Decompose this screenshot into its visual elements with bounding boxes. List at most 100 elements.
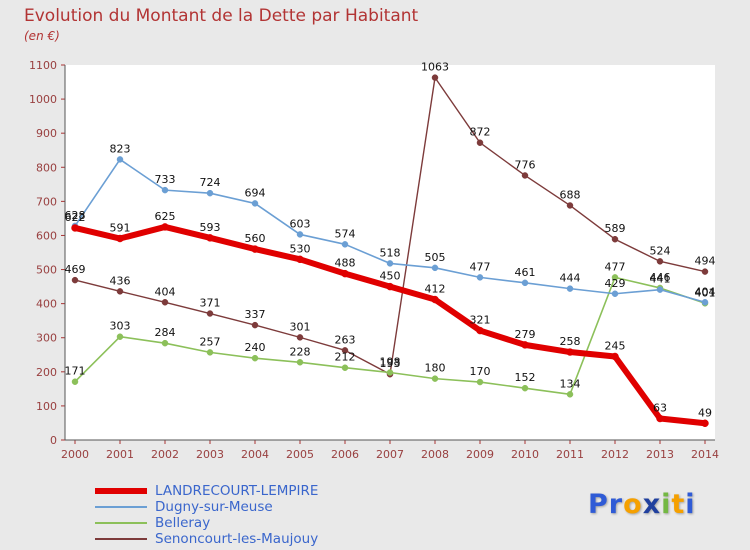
point-label: 872 bbox=[470, 126, 491, 139]
point-label: 49 bbox=[698, 406, 712, 419]
y-axis-label: 1000 bbox=[29, 93, 57, 106]
y-axis-label: 300 bbox=[36, 332, 57, 345]
data-point bbox=[296, 359, 304, 366]
y-axis-label: 700 bbox=[36, 195, 57, 208]
x-axis-label: 2000 bbox=[61, 448, 89, 461]
data-point bbox=[521, 172, 529, 179]
point-label: 240 bbox=[245, 341, 266, 354]
data-point bbox=[431, 375, 439, 382]
y-axis-label: 500 bbox=[36, 264, 57, 277]
point-label: 245 bbox=[605, 339, 626, 352]
data-point bbox=[251, 245, 259, 253]
data-point bbox=[656, 258, 664, 265]
legend-row: LANDRECOURT-LEMPIRE bbox=[95, 483, 318, 499]
point-label: 591 bbox=[110, 222, 131, 235]
y-axis-label: 600 bbox=[36, 229, 57, 242]
point-label: 436 bbox=[110, 274, 131, 287]
point-label: 560 bbox=[245, 232, 266, 245]
point-label: 1063 bbox=[421, 61, 449, 74]
data-point bbox=[341, 364, 349, 371]
point-label: 530 bbox=[290, 242, 311, 255]
point-label: 404 bbox=[695, 285, 716, 298]
data-point bbox=[161, 186, 169, 194]
data-point bbox=[611, 235, 619, 243]
logo-letter: t bbox=[671, 489, 686, 520]
point-label: 450 bbox=[380, 270, 401, 283]
x-axis-label: 2014 bbox=[691, 448, 719, 461]
x-axis-label: 2005 bbox=[286, 448, 314, 461]
data-point bbox=[701, 299, 709, 306]
point-label: 518 bbox=[380, 246, 401, 259]
point-label: 301 bbox=[290, 320, 311, 333]
data-point bbox=[161, 339, 169, 347]
point-label: 171 bbox=[65, 365, 86, 378]
logo-letter: i bbox=[685, 489, 696, 520]
point-label: 279 bbox=[515, 328, 536, 341]
y-axis-label: 400 bbox=[36, 298, 57, 311]
x-axis-label: 2004 bbox=[241, 448, 269, 461]
point-label: 303 bbox=[110, 320, 131, 333]
data-point bbox=[206, 349, 214, 356]
point-label: 593 bbox=[200, 221, 221, 234]
data-point bbox=[71, 276, 79, 284]
legend-swatch bbox=[95, 488, 147, 494]
data-point bbox=[251, 354, 259, 362]
legend: LANDRECOURT-LEMPIRE Dugny-sur-Meuse Bell… bbox=[95, 483, 318, 547]
point-label: 401 bbox=[695, 286, 716, 299]
data-point bbox=[341, 269, 349, 278]
data-point bbox=[206, 234, 214, 242]
data-point bbox=[206, 189, 214, 197]
y-axis-label: 900 bbox=[36, 127, 57, 140]
x-axis-label: 2011 bbox=[556, 448, 584, 461]
y-axis-label: 100 bbox=[36, 400, 57, 413]
data-point bbox=[296, 231, 304, 238]
data-point bbox=[296, 334, 304, 341]
data-point bbox=[656, 286, 664, 293]
legend-label: Belleray bbox=[155, 514, 211, 531]
data-point bbox=[386, 260, 394, 267]
data-point bbox=[566, 348, 574, 356]
data-point bbox=[206, 310, 214, 317]
legend-row: Senoncourt-les-Maujouy bbox=[95, 531, 318, 547]
chart-subtitle: (en €) bbox=[24, 29, 60, 43]
legend-label: LANDRECOURT-LEMPIRE bbox=[155, 482, 319, 499]
point-label: 494 bbox=[695, 255, 716, 268]
data-point bbox=[656, 414, 664, 423]
x-axis-label: 2010 bbox=[511, 448, 539, 461]
x-axis-label: 2007 bbox=[376, 448, 404, 461]
legend-label: Senoncourt-les-Maujouy bbox=[155, 530, 319, 547]
x-axis-label: 2013 bbox=[646, 448, 674, 461]
point-label: 257 bbox=[200, 335, 221, 348]
data-point bbox=[116, 156, 124, 163]
y-axis-label: 800 bbox=[36, 161, 57, 174]
x-axis-label: 2003 bbox=[196, 448, 224, 461]
data-point bbox=[476, 139, 484, 146]
logo-letter: P bbox=[588, 489, 609, 520]
data-point bbox=[71, 378, 79, 385]
point-label: 694 bbox=[245, 186, 266, 199]
point-label: 170 bbox=[470, 365, 491, 378]
point-label: 337 bbox=[245, 308, 266, 321]
data-point bbox=[521, 279, 529, 287]
data-point bbox=[476, 274, 484, 281]
point-label: 198 bbox=[380, 356, 401, 369]
point-label: 776 bbox=[515, 158, 536, 171]
y-axis-label: 1100 bbox=[29, 59, 57, 72]
x-axis-label: 2002 bbox=[151, 448, 179, 461]
point-label: 152 bbox=[515, 371, 536, 384]
point-label: 524 bbox=[650, 244, 671, 257]
logo-letter: r bbox=[608, 489, 624, 520]
point-label: 429 bbox=[605, 277, 626, 290]
point-label: 321 bbox=[470, 314, 491, 327]
point-label: 212 bbox=[335, 351, 356, 364]
point-label: 441 bbox=[650, 273, 671, 286]
point-label: 284 bbox=[155, 326, 176, 339]
data-point bbox=[431, 295, 439, 304]
data-point bbox=[116, 288, 124, 295]
data-point bbox=[611, 274, 619, 281]
x-axis-label: 2009 bbox=[466, 448, 494, 461]
y-axis-label: 0 bbox=[50, 434, 57, 447]
point-label: 488 bbox=[335, 257, 356, 270]
point-label: 589 bbox=[605, 222, 626, 235]
